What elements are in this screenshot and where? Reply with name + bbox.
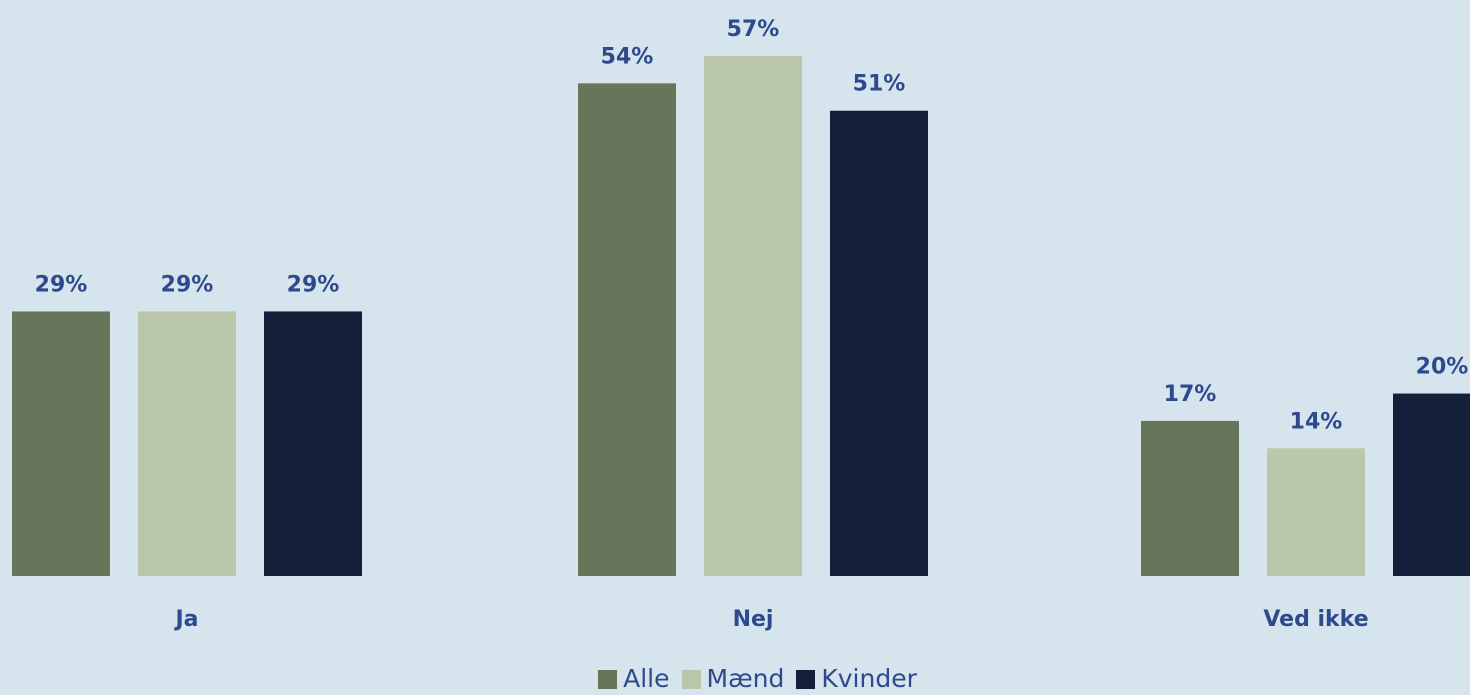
legend-swatch-kvinder [796,669,816,689]
bar-ved-ikke-maend [1267,448,1365,576]
category-label-ja: Ja [173,607,198,632]
bar-nej-kvinder [830,110,928,576]
data-label-ja-alle: 29% [35,272,88,297]
bar-ja-kvinder [264,311,362,576]
legend: Alle Mænd Kvinder [0,665,1470,693]
bar-nej-maend [704,56,802,576]
legend-label-alle: Alle [623,664,670,693]
legend-swatch-maend [681,669,701,689]
legend-swatch-alle [598,669,618,689]
bar-ja-maend [138,311,236,576]
data-label-ved-ikke-alle: 17% [1164,382,1217,407]
data-label-nej-alle: 54% [601,44,654,69]
category-label-ved-ikke: Ved ikke [1263,607,1368,632]
data-label-ja-maend: 29% [161,272,214,297]
data-label-ved-ikke-maend: 14% [1290,409,1343,434]
category-label-nej: Nej [733,607,774,632]
bar-nej-alle [578,83,676,577]
data-label-nej-kvinder: 51% [853,72,906,97]
legend-item-maend: Mænd [681,664,785,693]
legend-item-kvinder: Kvinder [796,665,917,693]
bar-ja-alle [12,311,110,576]
legend-label-maend: Mænd [706,664,785,693]
legend-item-alle: Alle [598,664,670,693]
bar-ved-ikke-kvinder [1393,393,1470,576]
legend-label-kvinder: Kvinder [821,664,917,693]
data-label-ja-kvinder: 29% [287,272,340,297]
bar-ved-ikke-alle [1141,420,1239,576]
data-label-ved-ikke-kvinder: 20% [1416,355,1469,380]
data-label-nej-maend: 57% [727,17,780,42]
